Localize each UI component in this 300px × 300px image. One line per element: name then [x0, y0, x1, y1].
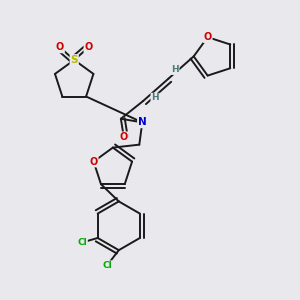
Text: O: O [89, 157, 98, 166]
Text: H: H [171, 65, 179, 74]
Text: O: O [203, 32, 212, 42]
Text: H: H [151, 94, 159, 103]
Text: O: O [56, 43, 64, 52]
Text: O: O [84, 43, 93, 52]
Text: Cl: Cl [102, 261, 112, 270]
Text: Cl: Cl [77, 238, 87, 247]
Text: S: S [70, 55, 78, 65]
Text: N: N [138, 117, 147, 128]
Text: O: O [120, 132, 128, 142]
